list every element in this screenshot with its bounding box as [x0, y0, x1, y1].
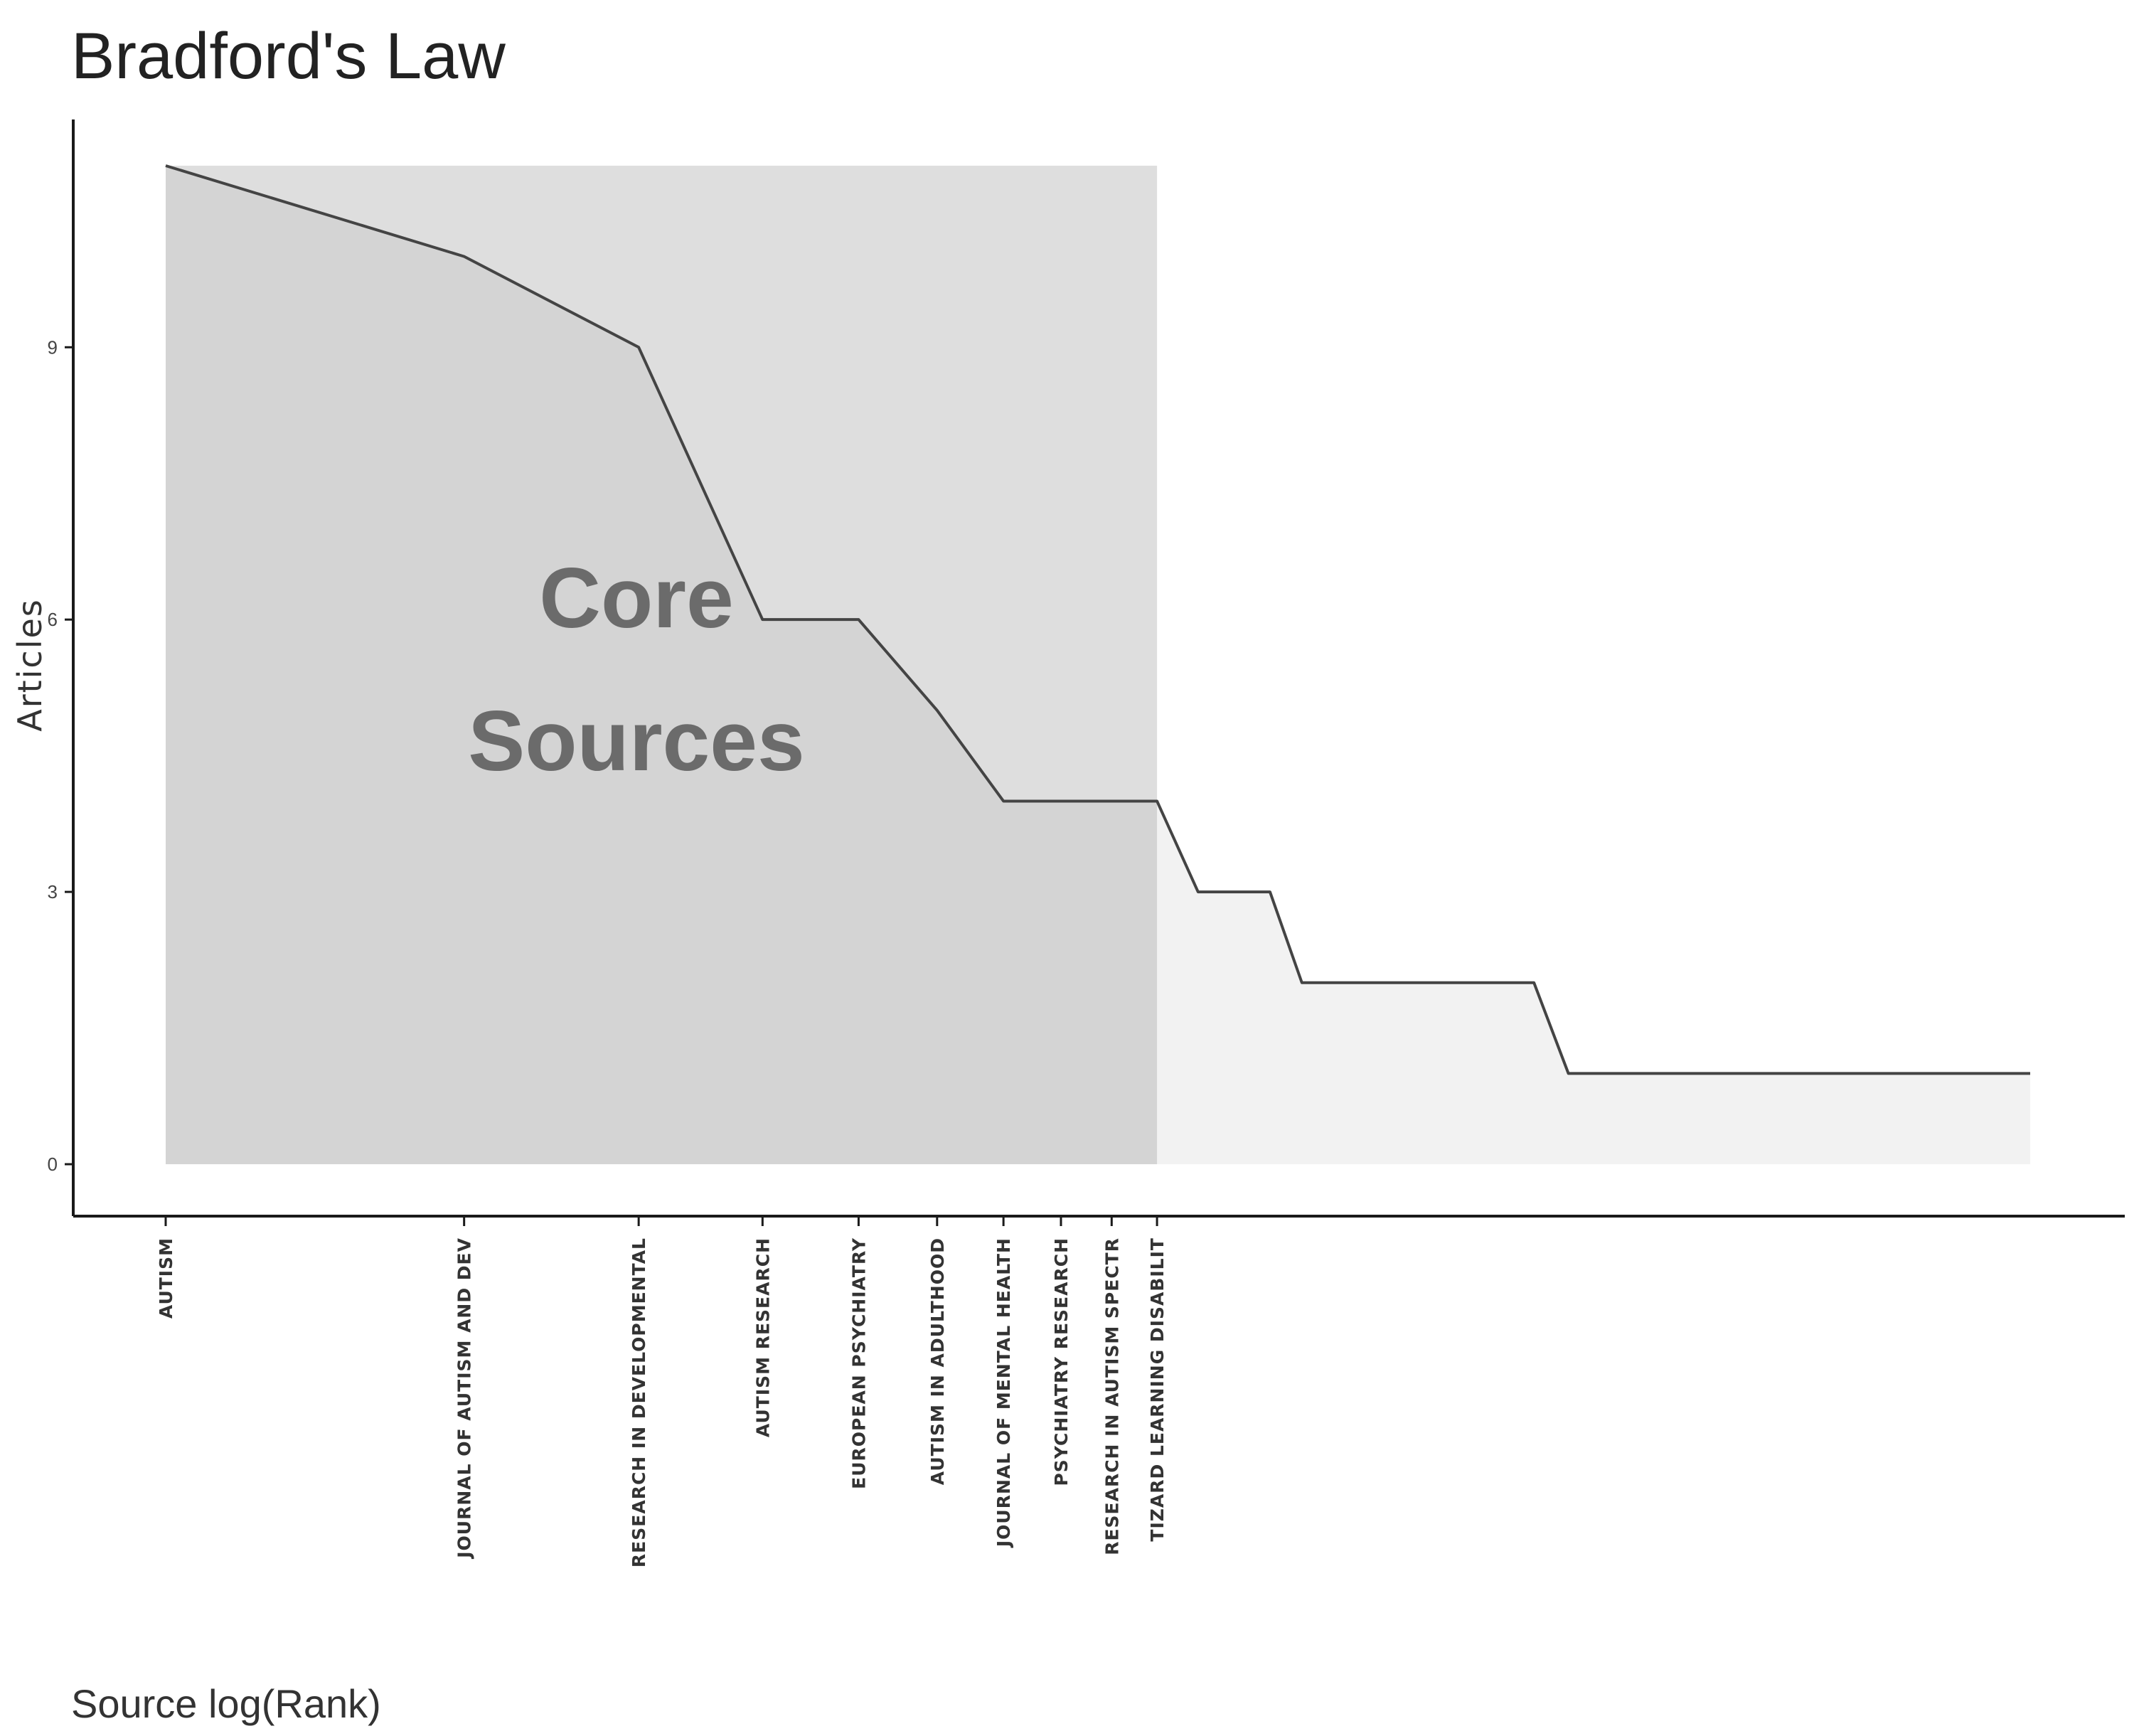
y-tick-label: 0 — [48, 1154, 58, 1175]
y-tick-label: 3 — [48, 881, 58, 902]
y-axis-label: Articles — [11, 598, 49, 732]
x-tick-label: JOURNAL OF AUTISM AND DEV — [454, 1237, 475, 1560]
x-tick-label: RESEARCH IN DEVELOPMENTAL — [629, 1237, 649, 1567]
x-tick-label: PSYCHIATRY RESEARCH — [1051, 1237, 1072, 1486]
x-tick-label: RESEARCH IN AUTISM SPECTR — [1101, 1237, 1122, 1555]
non-core-area — [1157, 801, 2030, 1164]
articles-line — [165, 164, 2030, 1075]
core-sources-annotation-line1: Core — [539, 550, 733, 646]
x-tick-label: JOURNAL OF MENTAL HEALTH — [993, 1237, 1014, 1548]
x-tick-label: EUROPEAN PSYCHIATRY — [848, 1237, 869, 1489]
x-tick-label: AUTISM — [156, 1237, 176, 1319]
x-tick-label: TIZARD LEARNING DISABILIT — [1147, 1237, 1168, 1542]
y-tick-label: 6 — [48, 609, 58, 630]
chart-title: Bradford's Law — [71, 20, 506, 92]
plot-area — [165, 164, 2030, 1164]
x-axis-label: Source log(Rank) — [71, 1681, 381, 1726]
y-tick-label: 9 — [48, 336, 58, 358]
core-area — [166, 166, 1158, 1164]
x-tick-label: AUTISM IN ADULTHOOD — [927, 1237, 948, 1485]
axes: 0 3 6 9 AUTISM JOURNAL OF AUTISM AND DEV RESEA… — [48, 119, 2125, 1567]
core-sources-annotation-line2: Sources — [468, 693, 805, 789]
x-tick-label: AUTISM RESEARCH — [752, 1237, 773, 1437]
